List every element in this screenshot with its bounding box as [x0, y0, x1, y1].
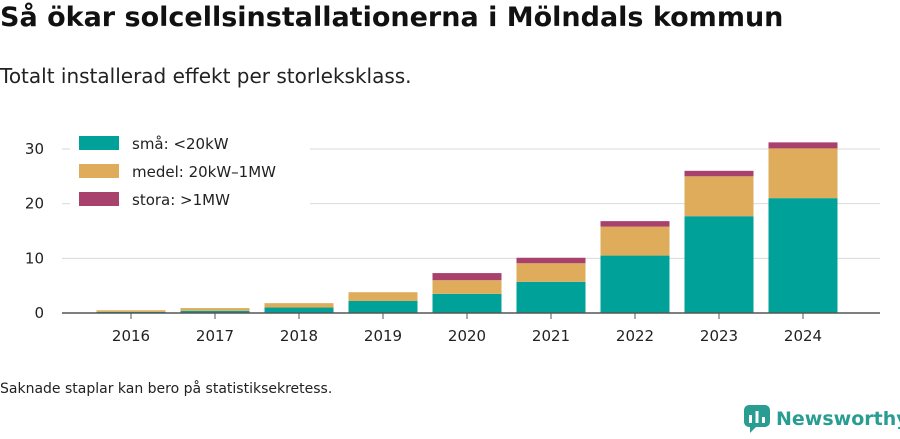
bar-segment [96, 310, 166, 312]
legend-swatch [79, 192, 119, 206]
bar-segment [264, 307, 334, 313]
x-tick-label: 2018 [280, 327, 318, 345]
footnote: Saknade staplar kan bero på statistiksek… [0, 381, 333, 397]
bar-segment [684, 176, 754, 217]
legend-swatch [79, 136, 119, 150]
legend-label: små: <20kW [132, 135, 229, 153]
chart-subtitle: Totalt installerad effekt per storlekskl… [0, 64, 412, 88]
bar-segment [684, 170, 754, 177]
x-tick-label: 2023 [700, 327, 738, 345]
bar-segment [180, 310, 250, 313]
legend-label: medel: 20kW–1MW [132, 163, 276, 181]
bar-segment [264, 303, 334, 308]
brand-logo[interactable]: Newsworthy [744, 405, 900, 433]
bar-segment [516, 257, 586, 264]
y-tick-label: 10 [25, 249, 44, 267]
x-tick-label: 2017 [196, 327, 234, 345]
bar-segment [768, 198, 838, 313]
bar-segment [432, 293, 502, 313]
newsworthy-logo-icon [744, 405, 770, 433]
bar-segment [768, 142, 838, 149]
axes: 0 10 20 30 2016 2017 2018 2019 2020 2021 2022 2023 2… [25, 140, 880, 345]
chart-title: Så ökar solcellsinstallationerna i Mölnd… [0, 2, 784, 33]
legend: små: <20kW medel: 20kW–1MW stora: >1MW [70, 128, 310, 214]
y-tick-label: 30 [25, 140, 44, 158]
bar-segment [768, 148, 838, 199]
bar-segment [600, 226, 670, 256]
legend-swatch [79, 164, 119, 178]
bar-segment [600, 255, 670, 313]
x-tick-label: 2022 [616, 327, 654, 345]
legend-label: stora: >1MW [132, 191, 230, 209]
x-tick-label: 2021 [532, 327, 570, 345]
bar-segment [516, 263, 586, 282]
bars [96, 142, 838, 313]
x-tick-label: 2019 [364, 327, 402, 345]
x-tick-label: 2020 [448, 327, 486, 345]
bar-segment [432, 280, 502, 294]
x-tick-label: 2016 [112, 327, 150, 345]
x-tick-label: 2024 [784, 327, 822, 345]
y-tick-label: 20 [25, 195, 44, 213]
bar-segment [684, 216, 754, 313]
bar-segment [600, 221, 670, 227]
bar-segment [432, 273, 502, 281]
bar-segment [348, 292, 418, 301]
brand-name: Newsworthy [776, 408, 900, 430]
y-tick-label: 0 [34, 304, 44, 322]
bar-segment [180, 308, 250, 311]
bar-segment [516, 281, 586, 313]
bar-segment [348, 300, 418, 313]
